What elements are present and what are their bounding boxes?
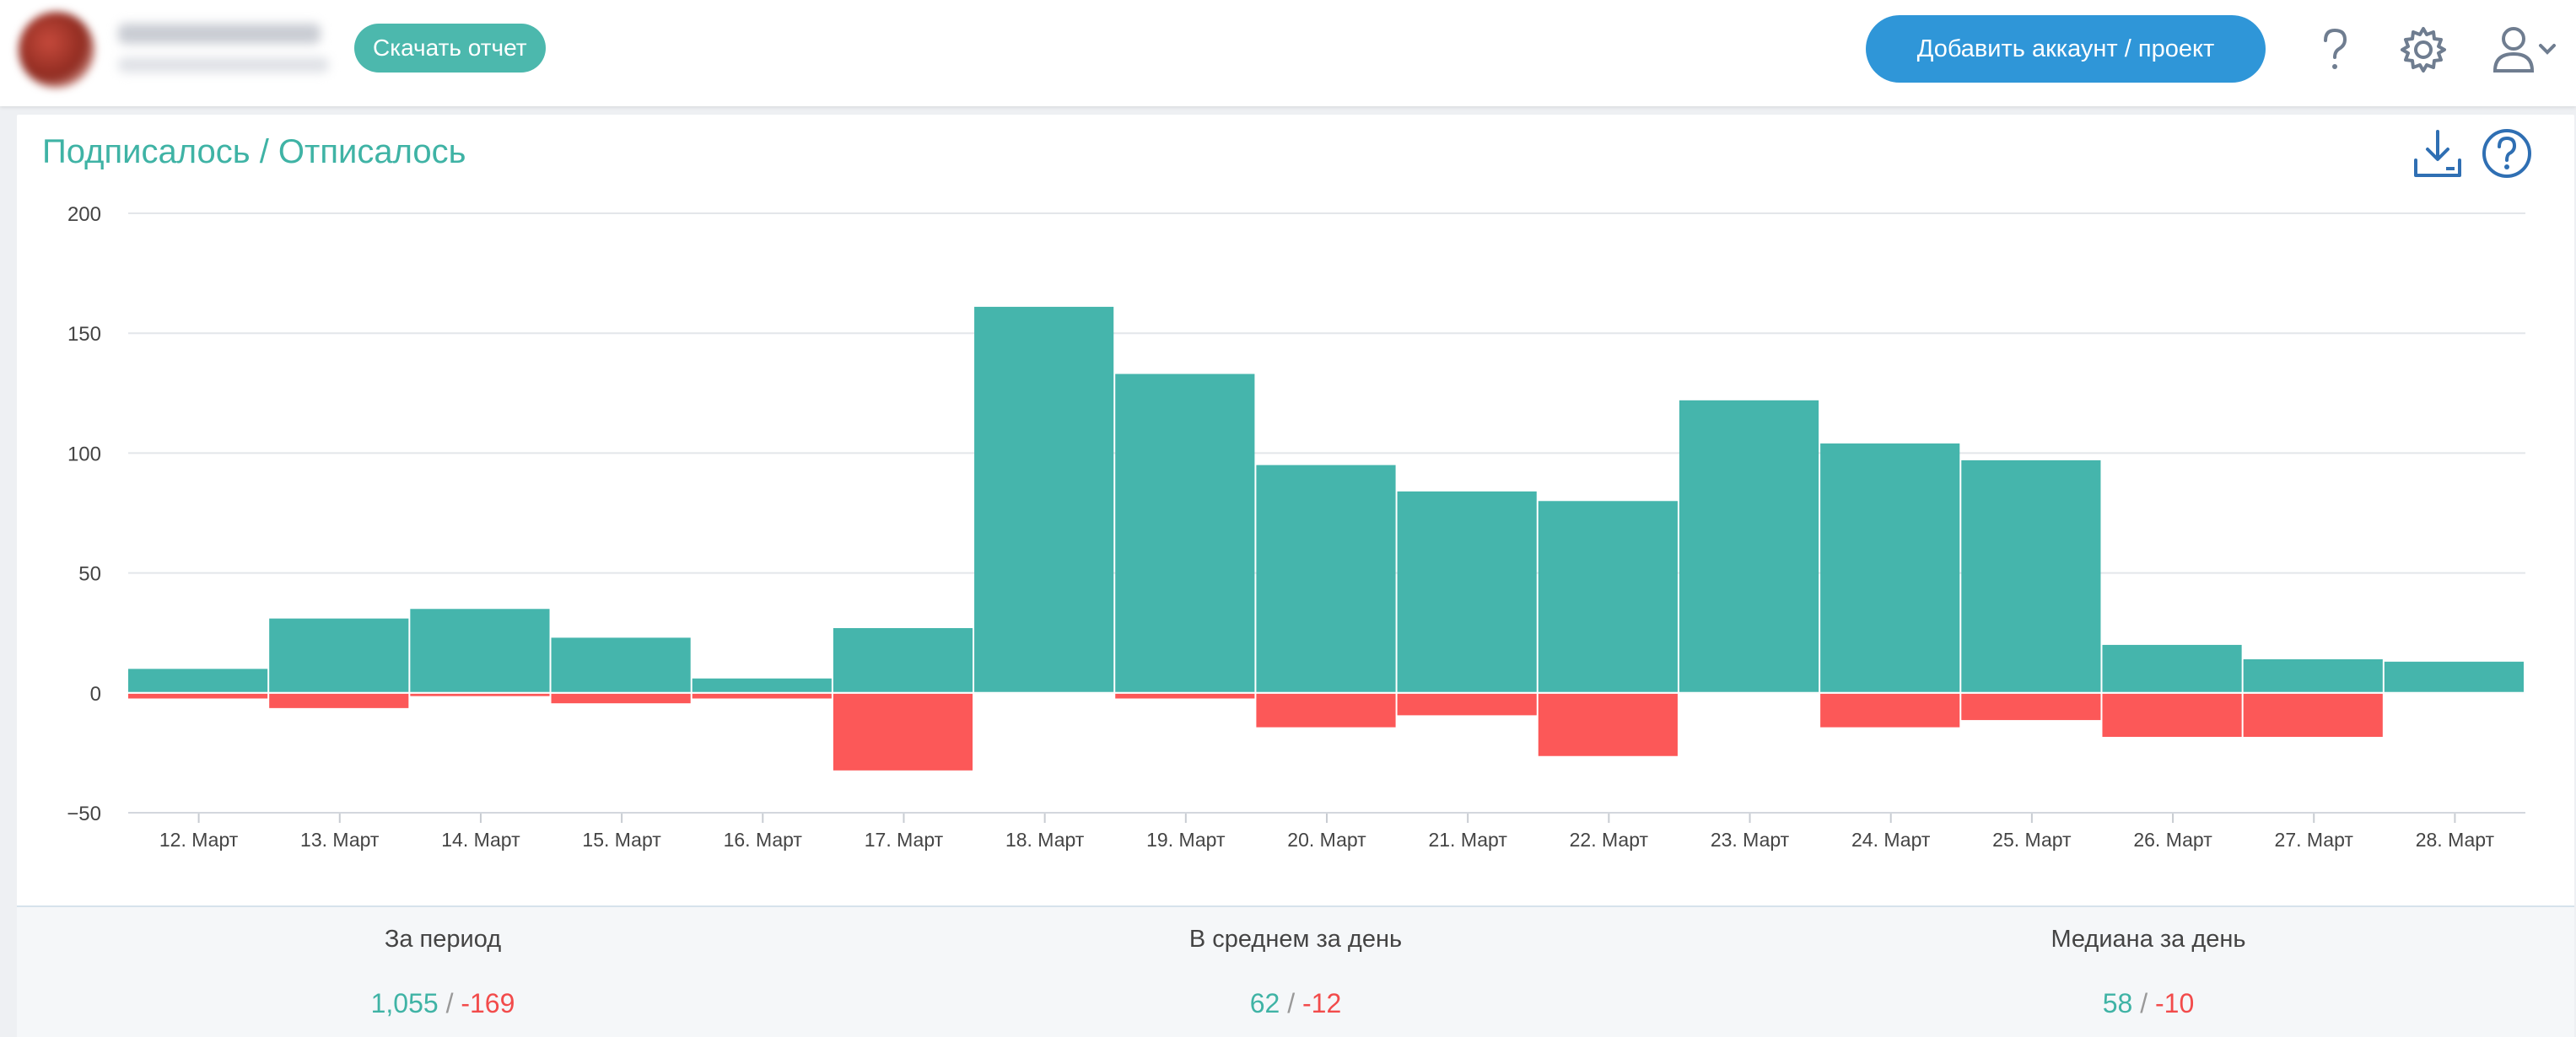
x-tick-label: 13. Март xyxy=(300,829,380,851)
chart-axis: 200 150 100 50 0 −50 12. Март 13. Март 14. Март 1… xyxy=(67,203,2525,851)
stat-average-neg: -12 xyxy=(1302,988,1342,1018)
x-tick-label: 22. Март xyxy=(1570,829,1649,851)
stat-separator: / xyxy=(445,988,454,1018)
bar-unsubscribed[interactable] xyxy=(269,693,409,708)
subscriptions-bar-chart: 200 150 100 50 0 −50 12. Март 13. Март 14. Март 1… xyxy=(67,203,2525,851)
bar-subscribed[interactable] xyxy=(833,628,973,693)
bar-unsubscribed[interactable] xyxy=(1397,693,1537,716)
bar-subscribed[interactable] xyxy=(2243,658,2383,693)
y-tick-label: 200 xyxy=(67,203,101,226)
stat-average: В среднем за день 62 / -12 xyxy=(870,907,1722,1037)
bar-subscribed[interactable] xyxy=(1538,501,1678,693)
bar-subscribed[interactable] xyxy=(1820,443,1960,693)
bar-unsubscribed[interactable] xyxy=(692,693,832,699)
stat-average-value: 62 / -12 xyxy=(870,988,1722,1019)
stat-average-label: В среднем за день xyxy=(1188,926,1403,953)
bar-subscribed[interactable] xyxy=(1256,465,1396,693)
x-tick-label: 21. Март xyxy=(1428,829,1507,851)
x-tick-label: 18. Март xyxy=(1005,829,1085,851)
x-tick-label: 12. Март xyxy=(159,829,239,851)
stat-separator: / xyxy=(1287,988,1296,1018)
bar-unsubscribed[interactable] xyxy=(410,693,550,696)
y-tick-label: 150 xyxy=(67,323,101,346)
y-tick-label: 100 xyxy=(67,443,101,465)
bar-unsubscribed[interactable] xyxy=(1820,693,1960,728)
account-name-blurred xyxy=(118,24,321,44)
y-tick-label: 50 xyxy=(78,563,101,586)
help-icon[interactable] xyxy=(2307,22,2363,78)
stat-median-label: Медиана за день xyxy=(2051,926,2246,953)
bar-subscribed[interactable] xyxy=(1397,491,1537,693)
bar-subscribed[interactable] xyxy=(2384,661,2524,693)
stats-panel: За период 1,055 / -169 В среднем за день… xyxy=(17,905,2574,1037)
account-avatar[interactable] xyxy=(19,12,94,88)
x-tick-label: 24. Март xyxy=(1851,829,1931,851)
stat-period: За период 1,055 / -169 xyxy=(17,907,869,1037)
bar-subscribed[interactable] xyxy=(551,637,691,693)
bar-unsubscribed[interactable] xyxy=(1115,693,1255,699)
stat-average-pos: 62 xyxy=(1249,988,1280,1018)
gear-icon[interactable] xyxy=(2395,22,2451,78)
stat-period-value: 1,055 / -169 xyxy=(17,988,869,1019)
stat-median-value: 58 / -10 xyxy=(1722,988,2574,1019)
x-tick-label: 20. Март xyxy=(1287,829,1366,851)
bar-subscribed[interactable] xyxy=(128,669,268,693)
bar-unsubscribed[interactable] xyxy=(551,693,691,704)
x-tick-label: 23. Март xyxy=(1711,829,1790,851)
bar-subscribed[interactable] xyxy=(2102,644,2242,693)
bar-subscribed[interactable] xyxy=(692,678,832,693)
chart-help-icon[interactable] xyxy=(2480,126,2534,180)
bar-subscribed[interactable] xyxy=(974,306,1114,693)
x-tick-label: 26. Март xyxy=(2133,829,2212,851)
bar-subscribed[interactable] xyxy=(1115,373,1255,693)
x-tick-label: 27. Март xyxy=(2275,829,2354,851)
bar-unsubscribed[interactable] xyxy=(2102,693,2242,737)
stat-period-label: За период xyxy=(384,926,502,953)
x-tick-label: 16. Март xyxy=(724,829,803,851)
stat-period-pos: 1,055 xyxy=(370,988,439,1018)
x-tick-label: 17. Март xyxy=(865,829,944,851)
bar-subscribed[interactable] xyxy=(410,609,550,693)
stat-period-neg: -169 xyxy=(461,988,515,1018)
stat-separator: / xyxy=(2140,988,2148,1018)
stat-median-neg: -10 xyxy=(2155,988,2195,1018)
chart-bars xyxy=(128,306,2524,771)
bar-unsubscribed[interactable] xyxy=(1538,693,1678,756)
user-menu-icon[interactable] xyxy=(2488,22,2564,78)
stat-median-pos: 58 xyxy=(2102,988,2133,1018)
y-tick-label: 0 xyxy=(90,683,101,706)
download-report-button[interactable]: Скачать отчет xyxy=(354,24,546,73)
account-subtitle-blurred xyxy=(118,57,329,73)
x-tick-label: 25. Март xyxy=(1992,829,2072,851)
bar-subscribed[interactable] xyxy=(269,618,409,693)
x-tick-label: 14. Март xyxy=(441,829,520,851)
add-account-button[interactable]: Добавить аккаунт / проект xyxy=(1866,15,2266,83)
x-tick-label: 19. Март xyxy=(1146,829,1226,851)
bar-unsubscribed[interactable] xyxy=(128,693,268,699)
bar-unsubscribed[interactable] xyxy=(833,693,973,771)
x-tick-label: 15. Март xyxy=(582,829,661,851)
stat-median: Медиана за день 58 / -10 xyxy=(1722,907,2574,1037)
top-bar: Скачать отчет Добавить аккаунт / проект xyxy=(0,0,2576,106)
chart-title: Подписалось / Отписалось xyxy=(42,133,466,170)
download-icon[interactable] xyxy=(2411,126,2465,180)
bar-unsubscribed[interactable] xyxy=(2243,693,2383,737)
bar-subscribed[interactable] xyxy=(1961,459,2101,693)
x-tick-label: 28. Март xyxy=(2416,829,2495,851)
bar-unsubscribed[interactable] xyxy=(1961,693,2101,721)
y-tick-label: −50 xyxy=(67,803,101,825)
bar-unsubscribed[interactable] xyxy=(1256,693,1396,728)
bar-subscribed[interactable] xyxy=(1679,400,1819,693)
